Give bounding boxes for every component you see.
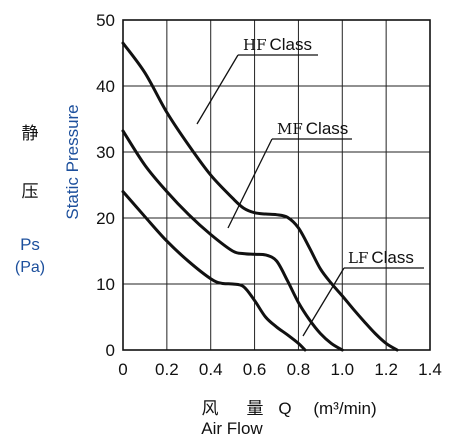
mf-class-label: MF Class	[277, 119, 348, 138]
series-lines	[121, 41, 399, 352]
y-label-cn-1: 静	[22, 124, 39, 144]
x-tick-label: 0.8	[287, 360, 311, 379]
x-label-cn-2: 量	[247, 399, 264, 419]
x-tick-label: 0	[118, 360, 127, 379]
grid	[123, 20, 430, 350]
x-tick-label: 1.0	[330, 360, 354, 379]
x-tick-label: 1.2	[374, 360, 398, 379]
x-label-symbol: Q	[278, 399, 291, 418]
x-label-cn-1: 风	[202, 399, 219, 419]
lf-class-label: LF Class	[348, 248, 414, 267]
lf-series-line	[121, 190, 307, 352]
y-tick-label: 10	[96, 275, 115, 294]
y-label-cn-2: 压	[22, 182, 39, 202]
y-axis-title: Static Pressure	[63, 104, 82, 219]
y-tick-label: 20	[96, 209, 115, 228]
hf-series-line	[121, 41, 399, 352]
lf-class-prefix: LF	[348, 249, 368, 267]
x-tick-label: 0.2	[155, 360, 179, 379]
mf-class-prefix: MF	[277, 120, 303, 138]
hf-leader-line	[196, 54, 239, 125]
mf-leader-line	[227, 138, 273, 229]
x-tick-label: 0.6	[243, 360, 267, 379]
mf-series-line	[121, 129, 344, 352]
y-tick-label: 0	[106, 341, 115, 360]
y-tick-label: 50	[96, 11, 115, 30]
tick-labels: 0 0.2 0.4 0.6 0.8 1.0 1.2 1.4 0 10 20 30 40 50	[96, 11, 442, 379]
x-tick-label: 0.4	[199, 360, 223, 379]
hf-class-prefix: HF	[243, 36, 267, 54]
mf-class-suffix: Class	[306, 119, 349, 138]
lf-class-suffix: Class	[371, 248, 414, 267]
y-tick-label: 30	[96, 143, 115, 162]
series-labels: HF Class MF Class LF Class	[196, 35, 424, 337]
x-axis-title: Air Flow	[201, 419, 263, 438]
hf-class-suffix: Class	[270, 35, 313, 54]
x-tick-label: 1.4	[418, 360, 442, 379]
hf-class-label: HF Class	[243, 35, 312, 54]
x-label-unit: (m³/min)	[313, 399, 376, 418]
y-tick-label: 40	[96, 77, 115, 96]
plot-frame	[122, 19, 431, 351]
lf-leader-line	[302, 267, 345, 337]
y-label-symbol: Ps	[20, 235, 40, 254]
y-label-unit: (Pa)	[15, 259, 45, 276]
